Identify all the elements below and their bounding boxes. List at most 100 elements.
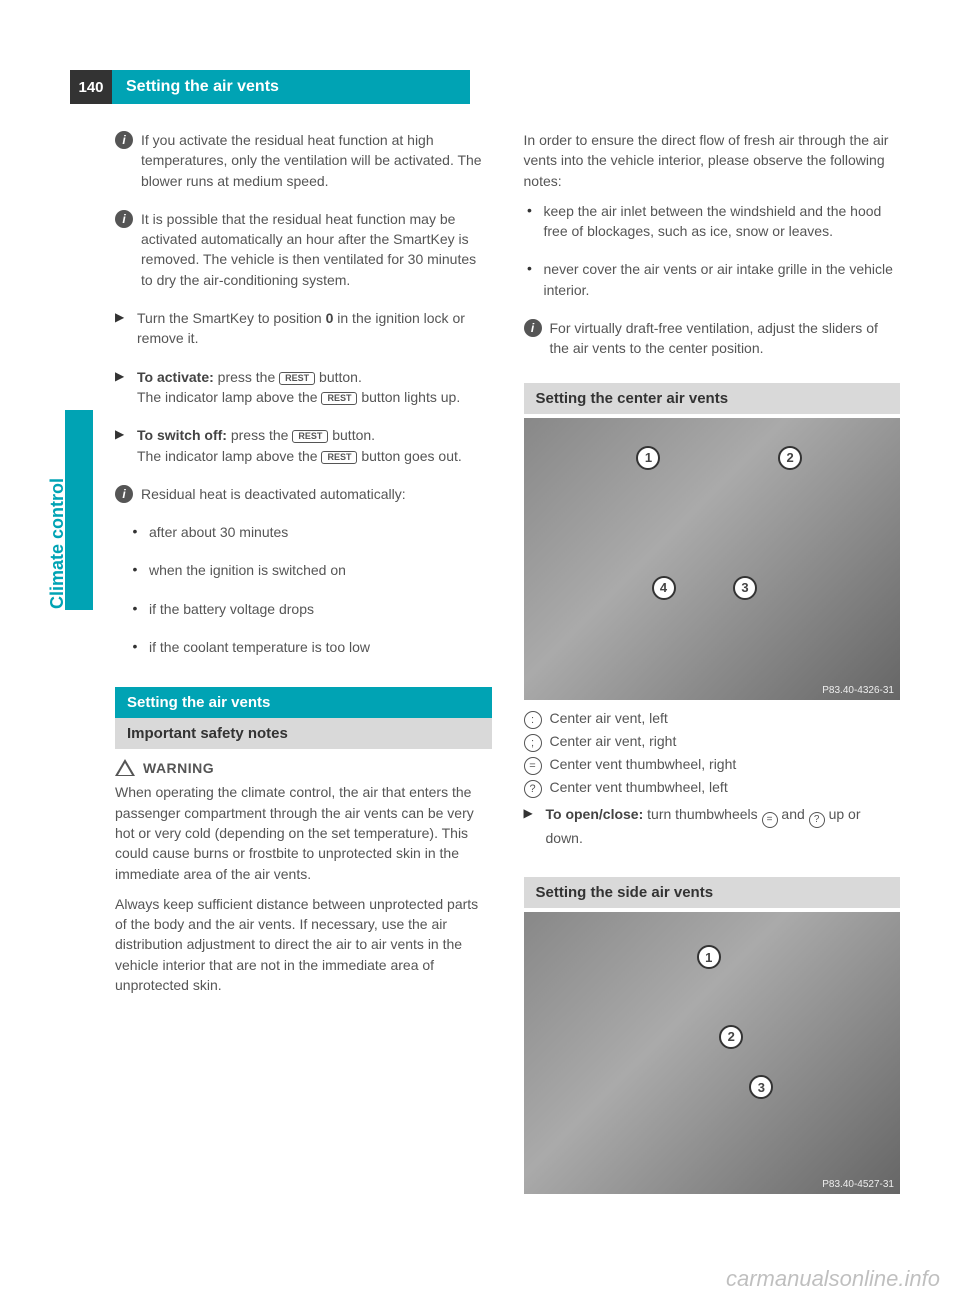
step: ▶ To open/close: turn thumbwheels = and … [524, 804, 901, 859]
page-number: 140 [70, 70, 112, 104]
rest-button-icon: REST [292, 430, 328, 443]
content-columns: i If you activate the residual heat func… [115, 70, 900, 1204]
text: button lights up. [357, 389, 460, 405]
text: button. [315, 369, 362, 385]
legend-item: ; Center air vent, right [524, 733, 901, 752]
callout-1: 1 [697, 945, 721, 969]
para: after about 30 minutes [149, 522, 288, 542]
callout-3: 3 [733, 576, 757, 600]
para: It is possible that the residual heat fu… [141, 209, 492, 290]
side-vents-figure: 1 2 3 P83.40-4527-31 [524, 912, 901, 1194]
left-column: i If you activate the residual heat func… [115, 130, 492, 1204]
text: turn thumbwheels [643, 806, 761, 822]
para: To open/close: turn thumbwheels = and ? … [546, 804, 901, 849]
text: press the [227, 427, 292, 443]
step-arrow-icon: ▶ [524, 806, 538, 859]
para: Residual heat is deactivated automatical… [141, 484, 406, 504]
legend-marker-icon: : [524, 711, 542, 729]
para: To activate: press the REST button. The … [137, 367, 460, 408]
sub-bullet-list: • after about 30 minutes • when the igni… [115, 522, 492, 667]
text: button. [328, 427, 375, 443]
text-bold: To activate: [137, 369, 214, 385]
text-bold: To switch off: [137, 427, 227, 443]
para: When operating the climate control, the … [115, 782, 492, 883]
para: Always keep sufficient distance between … [115, 894, 492, 995]
legend-text: Center air vent, right [550, 733, 677, 752]
text: The indicator lamp above the [137, 448, 321, 464]
center-vents-figure: 1 2 3 4 P83.40-4326-31 [524, 418, 901, 700]
callout-3: 3 [749, 1075, 773, 1099]
para: when the ignition is switched on [149, 560, 346, 580]
step: ▶ To activate: press the REST button. Th… [115, 367, 492, 418]
bullet-dot-icon: • [524, 202, 536, 252]
legend-text: Center vent thumbwheel, right [550, 756, 737, 775]
side-tab-label: Climate control [47, 478, 68, 609]
info-note: i Residual heat is deactivated automatic… [115, 484, 492, 514]
text: and [778, 806, 809, 822]
figure-code: P83.40-4326-31 [822, 685, 894, 696]
warning-triangle-icon [115, 759, 135, 776]
para: To switch off: press the REST button. Th… [137, 425, 462, 466]
para: never cover the air vents or air intake … [544, 259, 901, 300]
subsection-heading: Setting the center air vents [524, 383, 901, 414]
subsection-heading: Important safety notes [115, 718, 492, 749]
para: keep the air inlet between the windshiel… [544, 201, 901, 242]
bullet: • if the coolant temperature is too low [129, 637, 492, 667]
section-heading: Setting the air vents [115, 687, 492, 718]
manual-page: 140 Setting the air vents Climate contro… [0, 0, 960, 1302]
callout-4: 4 [652, 576, 676, 600]
bullet-dot-icon: • [129, 523, 141, 552]
page-header: 140 Setting the air vents [70, 70, 470, 104]
info-icon: i [115, 131, 133, 149]
step: ▶ Turn the SmartKey to position 0 in the… [115, 308, 492, 359]
legend-marker-icon: ? [524, 780, 542, 798]
bullet-dot-icon: • [129, 561, 141, 590]
info-icon: i [115, 485, 133, 503]
text-bold: To open/close: [546, 806, 644, 822]
side-tab-bg [65, 410, 93, 610]
info-note: i If you activate the residual heat func… [115, 130, 492, 201]
callout-2: 2 [719, 1025, 743, 1049]
para: For virtually draft-free ventilation, ad… [550, 318, 901, 359]
info-icon: i [524, 319, 542, 337]
bullet-dot-icon: • [524, 260, 536, 310]
subsection-heading: Setting the side air vents [524, 877, 901, 908]
callout-2: 2 [778, 446, 802, 470]
rest-button-icon: REST [279, 372, 315, 385]
text: button goes out. [357, 448, 461, 464]
legend-item: ? Center vent thumbwheel, left [524, 779, 901, 798]
inline-marker-icon: = [762, 812, 778, 828]
info-note: i It is possible that the residual heat … [115, 209, 492, 300]
info-icon: i [115, 210, 133, 228]
bullet: • after about 30 minutes [129, 522, 492, 552]
text: The indicator lamp above the [137, 389, 321, 405]
para: if the battery voltage drops [149, 599, 314, 619]
para: If you activate the residual heat functi… [141, 130, 492, 191]
page-title: Setting the air vents [112, 78, 279, 96]
bullet: • keep the air inlet between the windshi… [524, 201, 901, 252]
step-arrow-icon: ▶ [115, 310, 129, 359]
bullet-dot-icon: • [129, 638, 141, 667]
text: Turn the SmartKey to position [137, 310, 326, 326]
para: if the coolant temperature is too low [149, 637, 370, 657]
para: In order to ensure the direct flow of fr… [524, 130, 901, 191]
info-note: i For virtually draft-free ventilation, … [524, 318, 901, 369]
figure-code: P83.40-4527-31 [822, 1179, 894, 1190]
legend-item: : Center air vent, left [524, 710, 901, 729]
text: press the [214, 369, 279, 385]
step-arrow-icon: ▶ [115, 427, 129, 476]
legend-marker-icon: = [524, 757, 542, 775]
bullet: • when the ignition is switched on [129, 560, 492, 590]
warning-heading: WARNING [115, 759, 492, 776]
bullet: • never cover the air vents or air intak… [524, 259, 901, 310]
legend-text: Center air vent, left [550, 710, 668, 729]
step-arrow-icon: ▶ [115, 369, 129, 418]
inline-marker-icon: ? [809, 812, 825, 828]
rest-button-icon: REST [321, 392, 357, 405]
right-column: In order to ensure the direct flow of fr… [524, 130, 901, 1204]
bullet: • if the battery voltage drops [129, 599, 492, 629]
watermark: carmanualsonline.info [726, 1266, 940, 1292]
para: Turn the SmartKey to position 0 in the i… [137, 308, 492, 349]
warning-label: WARNING [143, 760, 214, 776]
legend-item: = Center vent thumbwheel, right [524, 756, 901, 775]
